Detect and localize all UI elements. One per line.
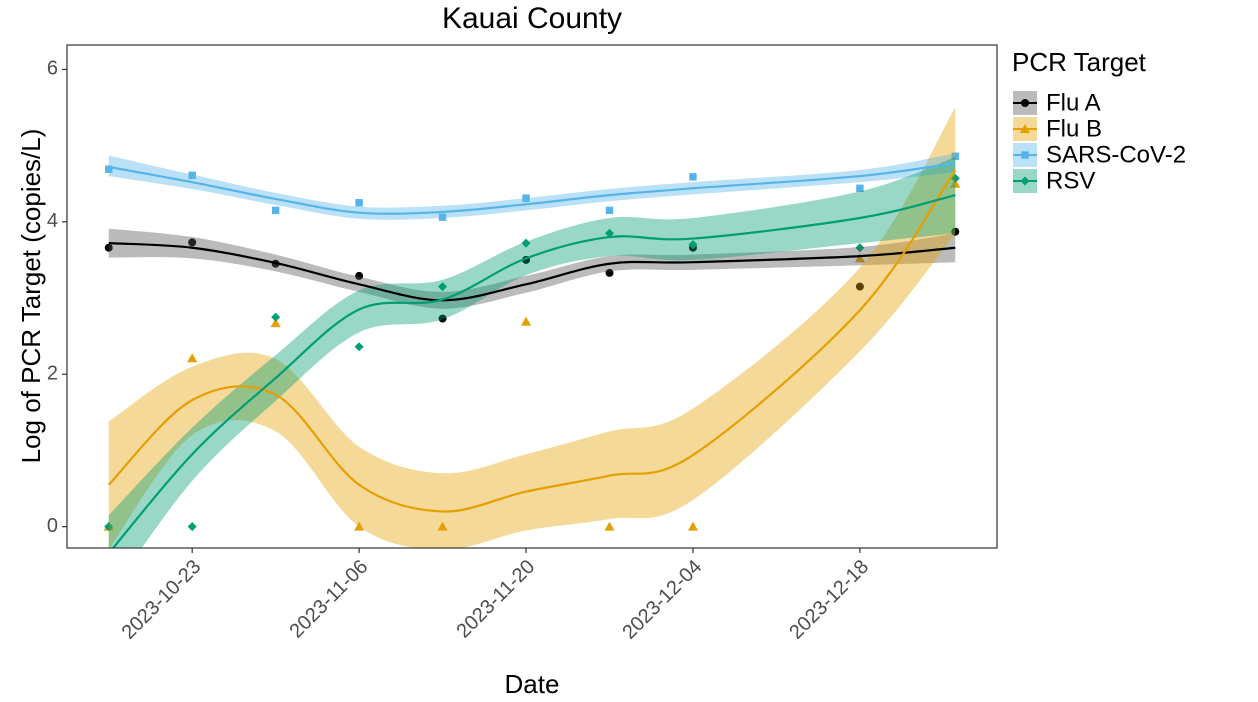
marker bbox=[438, 213, 447, 221]
marker bbox=[271, 206, 280, 215]
marker bbox=[354, 521, 365, 531]
marker bbox=[521, 238, 531, 248]
marker bbox=[104, 522, 114, 532]
marker bbox=[950, 173, 960, 183]
confidence-band bbox=[108, 157, 956, 548]
legend-label: SARS-CoV-2 bbox=[1046, 141, 1186, 168]
y-tick-label: 4 bbox=[47, 210, 58, 232]
panel-border bbox=[66, 44, 998, 549]
x-axis-title: Date bbox=[505, 669, 560, 699]
marker bbox=[688, 240, 698, 250]
plot-panel bbox=[103, 107, 961, 548]
marker bbox=[950, 178, 961, 188]
legend-label: Flu A bbox=[1046, 89, 1101, 116]
y-tick-label: 0 bbox=[47, 515, 58, 537]
confidence-band bbox=[108, 107, 956, 548]
marker bbox=[270, 318, 281, 328]
x-tick-label: 2023-12-04 bbox=[618, 556, 706, 644]
fit-line bbox=[111, 194, 956, 548]
marker bbox=[355, 199, 363, 207]
x-tick-label: 2023-11-20 bbox=[452, 556, 539, 643]
x-tick-label: 2023-11-06 bbox=[286, 556, 373, 643]
marker bbox=[854, 253, 865, 263]
chart-title: Kauai County bbox=[442, 2, 622, 35]
marker bbox=[187, 353, 198, 363]
marker bbox=[438, 282, 448, 292]
marker bbox=[605, 268, 614, 277]
legend-label: RSV bbox=[1046, 167, 1095, 194]
marker bbox=[855, 282, 864, 291]
marker bbox=[1021, 151, 1029, 159]
marker bbox=[354, 342, 364, 352]
fit-line bbox=[108, 242, 956, 302]
x-tick-label: 2023-12-18 bbox=[785, 556, 873, 644]
marker bbox=[689, 173, 697, 181]
marker bbox=[855, 243, 865, 253]
marker bbox=[188, 238, 197, 247]
fit-line bbox=[107, 169, 957, 513]
y-tick-label: 6 bbox=[47, 58, 58, 80]
marker bbox=[105, 165, 113, 173]
marker bbox=[438, 314, 447, 323]
marker bbox=[951, 152, 959, 160]
legend-title: PCR Target bbox=[1012, 47, 1147, 77]
marker bbox=[1020, 124, 1030, 133]
legend-label: Flu B bbox=[1046, 115, 1102, 142]
marker bbox=[271, 312, 281, 322]
marker bbox=[355, 271, 364, 280]
marker bbox=[437, 521, 448, 531]
marker bbox=[951, 227, 960, 236]
marker bbox=[521, 316, 532, 326]
marker bbox=[104, 243, 113, 252]
confidence-band bbox=[108, 153, 956, 220]
marker bbox=[605, 206, 614, 215]
y-axis-title: Log of PCR Target (copies/L) bbox=[16, 129, 46, 464]
marker bbox=[856, 184, 864, 192]
marker bbox=[188, 171, 196, 180]
y-tick-label: 2 bbox=[47, 363, 58, 385]
marker bbox=[187, 522, 197, 532]
fit-line bbox=[108, 162, 956, 215]
marker bbox=[522, 194, 530, 202]
marker bbox=[687, 521, 698, 531]
confidence-band bbox=[108, 228, 956, 309]
marker bbox=[1021, 99, 1029, 107]
marker bbox=[1020, 176, 1030, 186]
marker bbox=[605, 228, 614, 238]
marker bbox=[604, 521, 615, 531]
x-tick-label: 2023-10-23 bbox=[118, 556, 206, 644]
